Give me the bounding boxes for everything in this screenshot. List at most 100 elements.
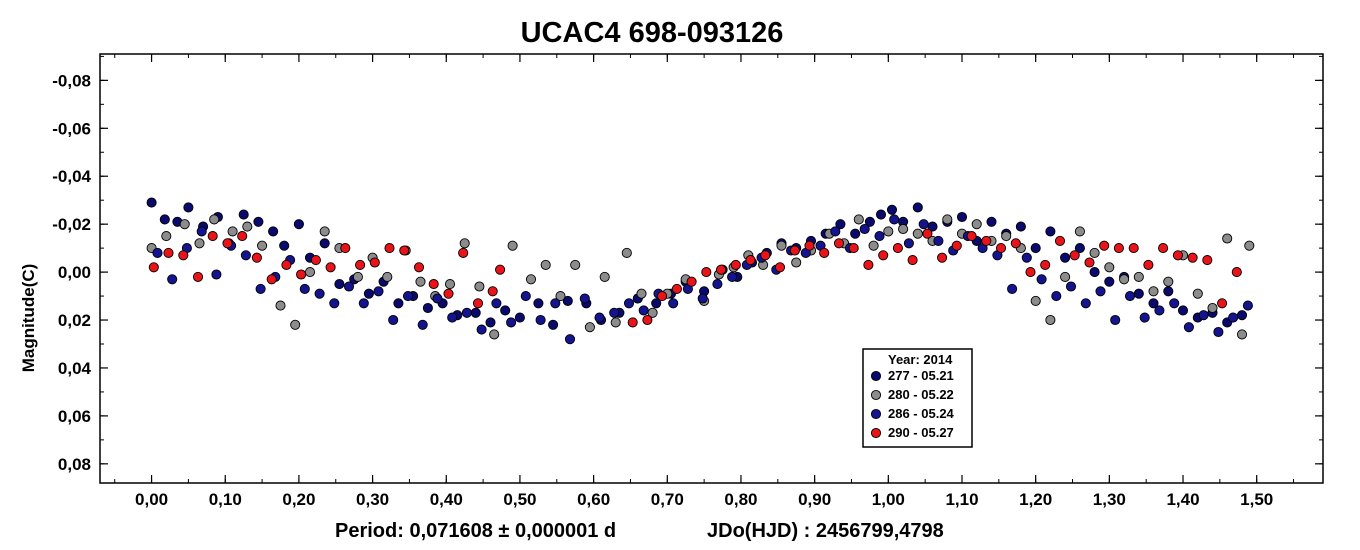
data-point — [651, 298, 662, 309]
data-point — [520, 291, 531, 302]
data-point — [476, 324, 487, 335]
data-point — [907, 255, 918, 266]
data-point — [1104, 262, 1115, 273]
legend-marker — [870, 370, 882, 382]
data-point — [266, 274, 277, 285]
chart-title: UCAC4 698-093126 — [521, 17, 784, 49]
data-point — [548, 319, 559, 330]
series-4 — [148, 228, 1242, 328]
data-point — [207, 231, 218, 242]
data-point — [609, 307, 620, 318]
data-point — [211, 269, 222, 280]
data-point — [459, 238, 470, 249]
data-point — [971, 219, 982, 230]
x-tick-label: 0,50 — [503, 490, 536, 509]
data-point — [470, 307, 481, 318]
data-point — [712, 279, 723, 290]
data-point — [257, 240, 268, 251]
data-point — [1198, 310, 1209, 321]
legend-box — [862, 348, 973, 448]
data-point — [299, 283, 310, 294]
data-point — [883, 226, 894, 237]
data-point — [1187, 252, 1198, 263]
data-point — [485, 317, 496, 328]
data-point — [636, 288, 647, 299]
data-point — [293, 219, 304, 230]
data-point — [833, 238, 845, 249]
data-point — [804, 240, 815, 251]
data-point — [745, 255, 756, 266]
data-point — [352, 271, 363, 282]
data-point — [1128, 243, 1139, 254]
data-point — [671, 283, 682, 294]
data-point — [447, 312, 458, 323]
data-point — [1060, 252, 1071, 263]
data-point — [1065, 281, 1077, 292]
data-point — [657, 291, 668, 302]
data-point — [1021, 252, 1032, 263]
data-point — [1001, 231, 1012, 242]
data-point — [222, 238, 233, 249]
data-point — [594, 312, 605, 323]
data-point — [864, 216, 875, 227]
legend-entry-label: 280 - 05.22 — [888, 387, 954, 402]
data-point — [889, 214, 900, 225]
x-tick-label: 0,30 — [356, 490, 389, 509]
data-point — [956, 211, 968, 223]
data-point — [432, 293, 443, 304]
data-point — [774, 262, 786, 273]
x-tick-label: 1,00 — [872, 490, 905, 509]
legend-marker — [870, 408, 882, 420]
data-point — [382, 271, 393, 282]
y-tick-label: 0,02 — [58, 311, 91, 330]
data-point — [642, 314, 653, 326]
data-point — [319, 226, 330, 237]
data-point — [1143, 259, 1154, 270]
data-point — [161, 231, 172, 242]
x-tick-label: 0,10 — [209, 490, 242, 509]
data-point — [555, 291, 566, 302]
data-point — [868, 240, 879, 251]
data-point — [562, 295, 573, 306]
data-point — [369, 257, 380, 268]
data-point — [789, 245, 800, 256]
data-point — [1124, 291, 1136, 302]
data-point — [1104, 276, 1115, 287]
data-point — [638, 305, 649, 316]
x-tick-label: 0,00 — [135, 490, 168, 509]
data-point — [791, 257, 802, 268]
data-point — [848, 243, 859, 254]
data-point — [1045, 314, 1056, 326]
data-point — [1148, 298, 1159, 309]
data-point — [238, 209, 249, 220]
data-point — [898, 223, 909, 235]
data-point — [1163, 286, 1174, 297]
data-point — [1007, 283, 1018, 294]
data-point — [148, 262, 159, 273]
data-point — [363, 288, 374, 299]
data-point — [227, 226, 238, 237]
data-point — [167, 274, 178, 285]
x-tick-label: 1,30 — [1093, 490, 1126, 509]
data-point — [1084, 257, 1095, 268]
data-point — [1036, 274, 1047, 285]
data-point — [514, 312, 525, 323]
legend-marker — [870, 389, 882, 401]
legend-entry-label: 290 - 05.27 — [888, 425, 954, 440]
data-point — [1244, 240, 1255, 251]
data-point — [179, 219, 190, 230]
data-point — [892, 243, 903, 254]
data-point — [697, 293, 708, 304]
x-tick-label: 0,60 — [577, 490, 610, 509]
data-point — [1217, 298, 1228, 309]
data-point — [196, 226, 207, 237]
data-point — [937, 252, 948, 263]
data-point — [500, 305, 511, 316]
data-point — [343, 281, 355, 292]
legend-marker — [870, 427, 882, 439]
data-point — [340, 243, 351, 254]
x-tick-label: 1,10 — [945, 490, 978, 509]
data-point — [1025, 267, 1036, 278]
x-tick-label: 1,40 — [1166, 490, 1199, 509]
data-point — [304, 267, 316, 278]
